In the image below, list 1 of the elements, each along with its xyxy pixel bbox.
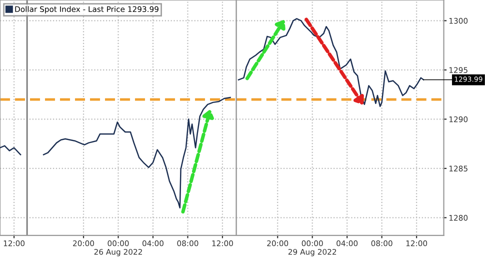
line-series <box>238 18 424 108</box>
